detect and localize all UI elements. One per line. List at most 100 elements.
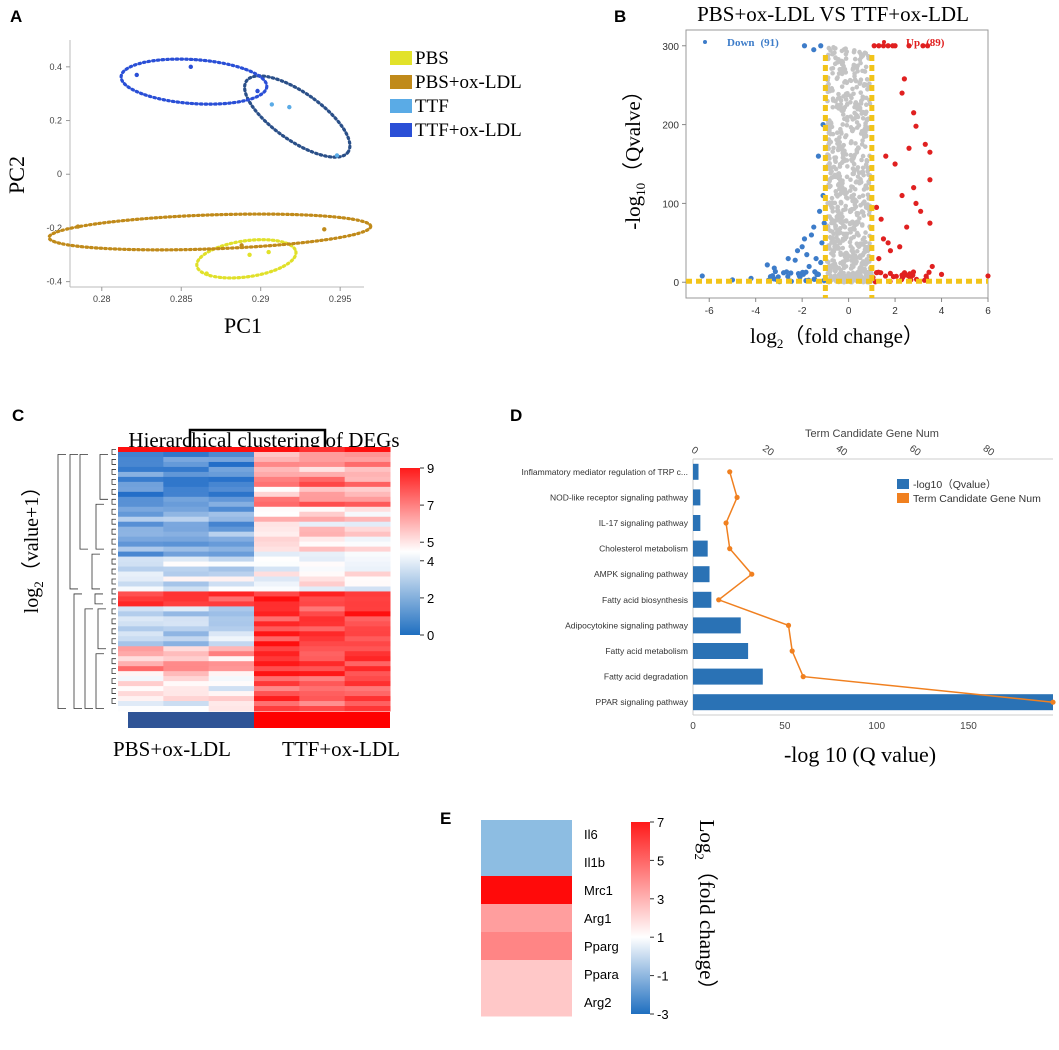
heatmap-cell [208,447,255,453]
top-tick-label: 80 [981,443,997,459]
top-tick-label: 20 [760,443,776,459]
dendrogram-branch [111,618,116,625]
volcano-point-down [806,263,812,270]
heatmap-cell [208,661,255,667]
heatmap-cell [163,651,210,657]
volcano-point-ns [849,220,854,225]
pca-x-tick-label: 0.29 [252,294,270,304]
volcano-point-down [811,224,817,230]
dendrogram-branch [91,553,100,590]
heatmap-cell [163,471,210,478]
heatmap-cell [344,656,391,662]
heatmap-cell [208,631,255,637]
heatmap-cell [118,686,164,692]
volcano-point-ns [837,59,843,65]
volcano-point-ns [830,200,835,205]
heatmap-cell [208,696,255,702]
volcano-point-ns [844,80,850,86]
volcano-point-ns [825,200,830,206]
heatmap-cell [254,501,300,508]
enrichment-legend: -log10（Qvalue） Term Candidate Gene Num [897,479,1041,505]
heatmap-cell [344,521,391,528]
heatmap-cell [208,466,255,473]
heatmap-cell [118,706,164,712]
heatmap-cell [299,601,346,607]
gene-num-point [785,622,792,629]
volcano-point-ns [832,242,837,247]
heatmap-cell [254,491,300,498]
heatmap-cell [118,466,164,473]
heatmap-cell [163,611,210,617]
heatmap-cell [344,496,391,503]
heatmap-cell [163,561,210,568]
volcano-point-ns [841,207,846,213]
pca-y-tick-label: 0.2 [49,116,62,126]
legend-down-label: Down (91) [727,37,779,49]
heatmap-cell [254,531,300,538]
pca-y-tick-label: -0.2 [46,223,62,233]
volcano-point-ns [830,65,836,71]
gene-label: Arg2 [584,995,611,1010]
volcano-point-up [883,153,889,159]
heatmap-cell [118,656,164,662]
heatmap-cell [299,651,346,657]
heatmap-cell [254,581,300,587]
volcano-point-down [801,43,808,49]
heatmap-cell [344,586,391,592]
heatmap-cell [208,706,255,712]
heatmap-cell [208,621,255,627]
heatmap-cell [299,621,346,627]
volcano-point-ns [844,174,850,180]
volcano-point-ns [834,104,839,110]
volcano-point-ns [840,122,846,127]
volcano-point-down [801,236,808,242]
volcano-point-ns [841,94,846,99]
heatmap-cell [299,576,346,582]
volcano-point-ns [830,149,835,154]
heatmap-cell [208,656,255,662]
heatmap-cell [299,461,346,468]
volcano-point-ns [834,218,839,223]
volcano-point-ns [853,261,858,266]
volcano-point-up [985,273,991,279]
bar [693,591,712,608]
volcano-point-up [927,149,933,155]
heatmap-cell [344,606,391,612]
heatmap-cell [118,516,164,523]
volcano-point-ns [829,220,834,226]
volcano-point-ns [842,69,848,75]
volcano-point-ns [861,213,867,218]
volcano-point-ns [863,230,868,235]
category-label: AMPK signaling pathway [594,569,689,579]
heatmap-cell [344,601,391,607]
heatmap-cell [208,451,255,458]
category-label: PPAR signaling pathway [596,697,689,707]
heatmap-cell [118,571,164,578]
heatmap-cell [254,591,300,597]
gene-num-point [800,674,806,680]
heatmap-cell [163,481,210,488]
panel-label-a: A [10,7,22,26]
heatmap-cell [254,516,300,523]
category-label: Fatty acid biosynthesis [602,595,688,605]
volcano-point-ns [861,235,867,241]
heatmap-cell [208,561,255,568]
volcano-point-ns [858,179,864,185]
legend-up-label: Up (89) [906,37,945,49]
volcano-point-ns [830,209,836,214]
heatmap-cell [254,631,300,637]
heatmap-cell [299,641,346,647]
volcano-point-ns [843,203,849,209]
volcano-point-up [890,274,897,280]
heatmap-cell [118,511,164,518]
volcano-point-ns [865,87,870,92]
bar [693,463,699,480]
volcano-point-down [771,276,777,282]
volcano-point-ns [860,115,866,121]
volcano-point-ns [838,190,844,196]
pca-x-label: PC1 [224,313,262,338]
heatmap-cell [163,601,210,607]
volcano-point-ns [853,141,858,146]
gene-cell [481,876,572,905]
